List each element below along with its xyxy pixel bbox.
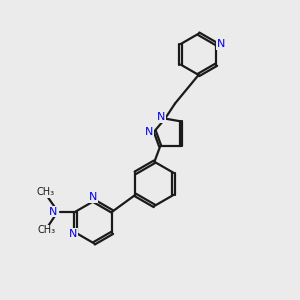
Text: N: N [69, 229, 77, 239]
Text: CH₃: CH₃ [37, 187, 55, 197]
Text: N: N [145, 127, 154, 136]
Text: CH₃: CH₃ [38, 225, 56, 236]
Text: N: N [49, 206, 57, 217]
Text: N: N [88, 192, 97, 203]
Text: N: N [157, 112, 165, 122]
Text: N: N [217, 39, 225, 49]
